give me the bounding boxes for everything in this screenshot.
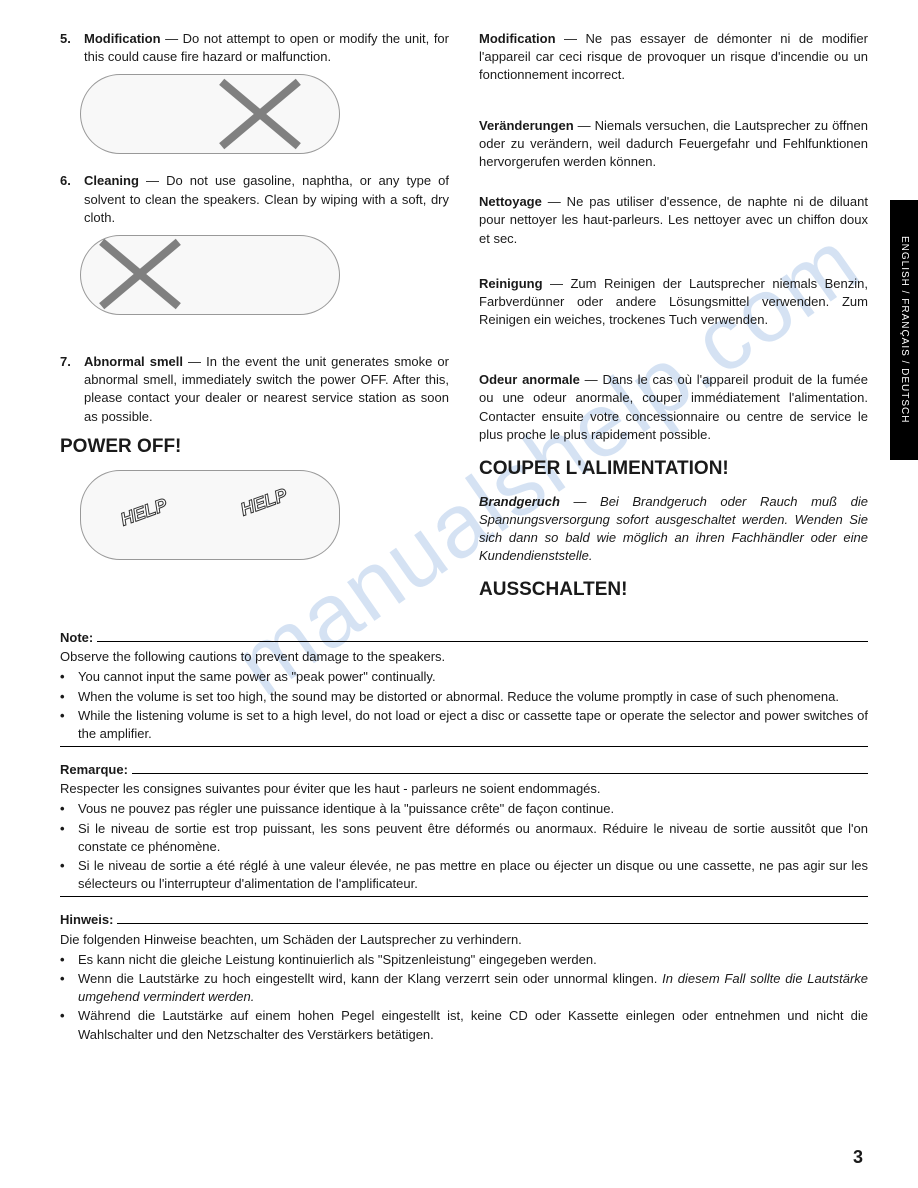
note-fr-title: Remarque: xyxy=(60,761,128,779)
power-off-heading: POWER OFF! xyxy=(60,434,449,461)
note-en-title: Note: xyxy=(60,629,93,647)
top-columns: 5. Modification — Do not attempt to open… xyxy=(60,30,868,614)
ausschalten-heading: AUSSCHALTEN! xyxy=(479,577,868,604)
item-5-body: Modification — Do not attempt to open or… xyxy=(84,30,449,66)
smell-de-title: Brandgeruch xyxy=(479,494,560,509)
clean-fr-title: Nettoyage xyxy=(479,194,542,209)
note-de-b1: Es kann nicht die gleiche Leistung konti… xyxy=(60,951,868,969)
note-english: Note: Observe the following cautions to … xyxy=(60,629,868,747)
item-7-title: Abnormal smell xyxy=(84,354,183,369)
rule xyxy=(97,641,868,642)
note-de-title: Hinweis: xyxy=(60,911,113,929)
smell-fr-title: Odeur anormale xyxy=(479,372,580,387)
note-en-b3: While the listening volume is set to a h… xyxy=(60,707,868,743)
note-german: Hinweis: Die folgenden Hinweise beachten… xyxy=(60,911,868,1043)
mod-de-title: Veränderungen xyxy=(479,118,574,133)
smell-de: Brandgeruch — Bei Brandgeruch oder Rauch… xyxy=(479,493,868,566)
cross-icon xyxy=(90,230,190,320)
rule xyxy=(60,746,868,747)
clean-de: Reinigung — Zum Reinigen der Lautspreche… xyxy=(479,275,868,330)
item-6-num: 6. xyxy=(60,172,80,227)
item-7-body: Abnormal smell — In the event the unit g… xyxy=(84,353,449,426)
item-5-title: Modification xyxy=(84,31,161,46)
mod-fr-title: Modification xyxy=(479,31,556,46)
item-5-num: 5. xyxy=(60,30,80,66)
note-fr-b1: Vous ne pouvez pas régler une puissance … xyxy=(60,800,868,818)
page-number: 3 xyxy=(853,1145,863,1170)
rule xyxy=(132,773,868,774)
item-7-num: 7. xyxy=(60,353,80,426)
note-en-b1: You cannot input the same power as "peak… xyxy=(60,668,868,686)
rule xyxy=(60,896,868,897)
note-en-b2: When the volume is set too high, the sou… xyxy=(60,688,868,706)
left-column: 5. Modification — Do not attempt to open… xyxy=(60,30,449,614)
item-6-title: Cleaning xyxy=(84,173,139,188)
note-en-bullets: You cannot input the same power as "peak… xyxy=(60,668,868,743)
clean-fr: Nettoyage — Ne pas utiliser d'essence, d… xyxy=(479,193,868,248)
note-fr-bullets: Vous ne pouvez pas régler une puissance … xyxy=(60,800,868,893)
page-content: 5. Modification — Do not attempt to open… xyxy=(60,30,868,1044)
smell-fr: Odeur anormale — Dans le cas où l'appare… xyxy=(479,371,868,444)
couper-heading: COUPER L'ALIMENTATION! xyxy=(479,456,868,483)
note-fr-b2: Si le niveau de sortie est trop puissant… xyxy=(60,820,868,856)
rule xyxy=(117,923,868,924)
illustration-help: HELP HELP xyxy=(80,470,449,570)
illustration-cleaning xyxy=(80,235,449,315)
mod-fr: Modification — Ne pas essayer de démonte… xyxy=(479,30,868,85)
item-6: 6. Cleaning — Do not use gasoline, napht… xyxy=(60,172,449,227)
right-column: Modification — Ne pas essayer de démonte… xyxy=(479,30,868,614)
language-tab: ENGLISH / FRANÇAIS / DEUTSCH xyxy=(890,200,918,460)
illustration-modification xyxy=(80,74,449,154)
note-de-intro: Die folgenden Hinweise beachten, um Schä… xyxy=(60,931,868,949)
note-de-bullets: Es kann nicht die gleiche Leistung konti… xyxy=(60,951,868,1044)
note-fr-b3: Si le niveau de sortie a été réglé à une… xyxy=(60,857,868,893)
clean-de-title: Reinigung xyxy=(479,276,543,291)
note-de-b2: Wenn die Lautstärke zu hoch eingestellt … xyxy=(60,970,868,1006)
item-5: 5. Modification — Do not attempt to open… xyxy=(60,30,449,66)
item-6-body: Cleaning — Do not use gasoline, naphtha,… xyxy=(84,172,449,227)
note-de-b3: Während die Lautstärke auf einem hohen P… xyxy=(60,1007,868,1043)
mod-de: Veränderungen — Niemals versuchen, die L… xyxy=(479,117,868,172)
note-french: Remarque: Respecter les consignes suivan… xyxy=(60,761,868,897)
item-7: 7. Abnormal smell — In the event the uni… xyxy=(60,353,449,426)
item-6-text: — Do not use gasoline, naphtha, or any t… xyxy=(84,173,449,224)
note-en-intro: Observe the following cautions to preven… xyxy=(60,648,868,666)
note-fr-intro: Respecter les consignes suivantes pour é… xyxy=(60,780,868,798)
cross-icon xyxy=(210,69,310,159)
